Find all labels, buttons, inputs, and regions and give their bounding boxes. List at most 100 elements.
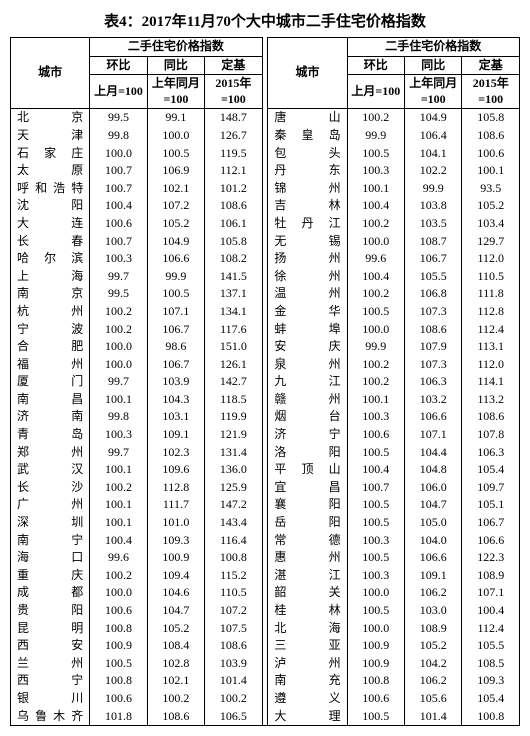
value-cell: 101.0 — [147, 514, 204, 532]
value-cell: 93.5 — [462, 180, 520, 198]
table-row: 济 南99.8103.1119.9烟 台100.3106.6108.6 — [11, 408, 520, 426]
sub-base-left: 2015年=100 — [205, 75, 262, 109]
value-cell: 105.2 — [462, 197, 520, 215]
city-cell: 九 江 — [268, 373, 347, 391]
value-cell: 100.4 — [90, 197, 147, 215]
city-cell: 扬 州 — [268, 250, 347, 268]
value-cell: 103.9 — [147, 373, 204, 391]
col-mom-left: 环比 — [90, 56, 147, 75]
value-cell: 105.0 — [405, 514, 462, 532]
table-row: 重 庆100.2109.4115.2湛 江100.3109.1108.9 — [11, 567, 520, 585]
value-cell: 100.7 — [347, 479, 404, 497]
table-row: 厦 门99.7103.9142.7九 江100.2106.3114.1 — [11, 373, 520, 391]
value-cell: 126.1 — [205, 356, 262, 374]
value-cell: 106.3 — [405, 373, 462, 391]
value-cell: 106.6 — [405, 549, 462, 567]
value-cell: 100.0 — [347, 584, 404, 602]
city-cell: 石 家 庄 — [11, 145, 90, 163]
value-cell: 98.6 — [147, 338, 204, 356]
city-cell: 西 安 — [11, 637, 90, 655]
value-cell: 99.9 — [347, 127, 404, 145]
value-cell: 100.5 — [347, 303, 404, 321]
value-cell: 108.6 — [462, 127, 520, 145]
table-row: 杭 州100.2107.1134.1金 华100.5107.3112.8 — [11, 303, 520, 321]
city-cell: 南 京 — [11, 285, 90, 303]
value-cell: 100.5 — [347, 602, 404, 620]
value-cell: 116.4 — [205, 532, 262, 550]
value-cell: 119.9 — [205, 408, 262, 426]
city-cell: 平 顶 山 — [268, 461, 347, 479]
value-cell: 99.9 — [347, 338, 404, 356]
value-cell: 100.5 — [347, 708, 404, 726]
value-cell: 105.2 — [147, 620, 204, 638]
value-cell: 103.5 — [405, 215, 462, 233]
value-cell: 107.8 — [462, 426, 520, 444]
table-row: 宁 波100.2106.7117.6蚌 埠100.0108.6112.4 — [11, 321, 520, 339]
table-row: 天 津99.8100.0126.7秦 皇 岛99.9106.4108.6 — [11, 127, 520, 145]
value-cell: 99.6 — [90, 549, 147, 567]
value-cell: 106.6 — [147, 250, 204, 268]
value-cell: 107.9 — [405, 338, 462, 356]
table-row: 福 州100.0106.7126.1泉 州100.2107.3112.0 — [11, 356, 520, 374]
sub-mom-right: 上月=100 — [347, 75, 404, 109]
value-cell: 100.6 — [90, 215, 147, 233]
city-cell: 唐 山 — [268, 109, 347, 127]
city-cell: 无 锡 — [268, 233, 347, 251]
value-cell: 102.8 — [147, 655, 204, 673]
col-mom-right: 环比 — [347, 56, 404, 75]
value-cell: 143.4 — [205, 514, 262, 532]
value-cell: 100.5 — [347, 514, 404, 532]
value-cell: 100.5 — [347, 496, 404, 514]
city-cell: 蚌 埠 — [268, 321, 347, 339]
value-cell: 100.6 — [347, 426, 404, 444]
value-cell: 100.7 — [90, 162, 147, 180]
value-cell: 99.7 — [90, 268, 147, 286]
table-row: 北 京99.599.1148.7唐 山100.2104.9105.8 — [11, 109, 520, 127]
value-cell: 100.5 — [147, 145, 204, 163]
city-cell: 昆 明 — [11, 620, 90, 638]
sub-yoy-right: 上年同月=100 — [405, 75, 462, 109]
value-cell: 100.7 — [90, 233, 147, 251]
value-cell: 131.4 — [205, 444, 262, 462]
value-cell: 113.1 — [462, 338, 520, 356]
value-cell: 112.8 — [462, 303, 520, 321]
value-cell: 100.8 — [205, 549, 262, 567]
city-cell: 重 庆 — [11, 567, 90, 585]
city-cell: 上 海 — [11, 268, 90, 286]
value-cell: 99.8 — [90, 127, 147, 145]
value-cell: 106.5 — [205, 708, 262, 726]
value-cell: 108.2 — [205, 250, 262, 268]
city-cell: 遵 义 — [268, 690, 347, 708]
value-cell: 102.1 — [147, 180, 204, 198]
col-base-right: 定基 — [462, 56, 520, 75]
value-cell: 105.5 — [405, 268, 462, 286]
value-cell: 104.1 — [405, 145, 462, 163]
value-cell: 100.7 — [90, 180, 147, 198]
value-cell: 100.3 — [90, 250, 147, 268]
value-cell: 100.1 — [90, 461, 147, 479]
value-cell: 105.5 — [462, 637, 520, 655]
table-row: 深 圳100.1101.0143.4岳 阳100.5105.0106.7 — [11, 514, 520, 532]
city-cell: 呼和浩特 — [11, 180, 90, 198]
value-cell: 100.0 — [90, 338, 147, 356]
value-cell: 106.0 — [405, 479, 462, 497]
city-cell: 泸 州 — [268, 655, 347, 673]
value-cell: 101.4 — [205, 672, 262, 690]
value-cell: 103.9 — [205, 655, 262, 673]
value-cell: 108.6 — [205, 197, 262, 215]
city-cell: 牡 丹 江 — [268, 215, 347, 233]
value-cell: 100.4 — [347, 461, 404, 479]
value-cell: 108.6 — [205, 637, 262, 655]
value-cell: 100.1 — [90, 514, 147, 532]
city-cell: 宁 波 — [11, 321, 90, 339]
city-cell: 杭 州 — [11, 303, 90, 321]
value-cell: 108.7 — [405, 233, 462, 251]
table-row: 沈 阳100.4107.2108.6吉 林100.4103.8105.2 — [11, 197, 520, 215]
col-group-left: 二手住宅价格指数 — [90, 38, 262, 57]
value-cell: 100.5 — [347, 444, 404, 462]
city-cell: 大 理 — [268, 708, 347, 726]
value-cell: 106.4 — [405, 127, 462, 145]
table-row: 南 宁100.4109.3116.4常 德100.3104.0106.6 — [11, 532, 520, 550]
value-cell: 100.6 — [462, 145, 520, 163]
col-group-right: 二手住宅价格指数 — [347, 38, 519, 57]
